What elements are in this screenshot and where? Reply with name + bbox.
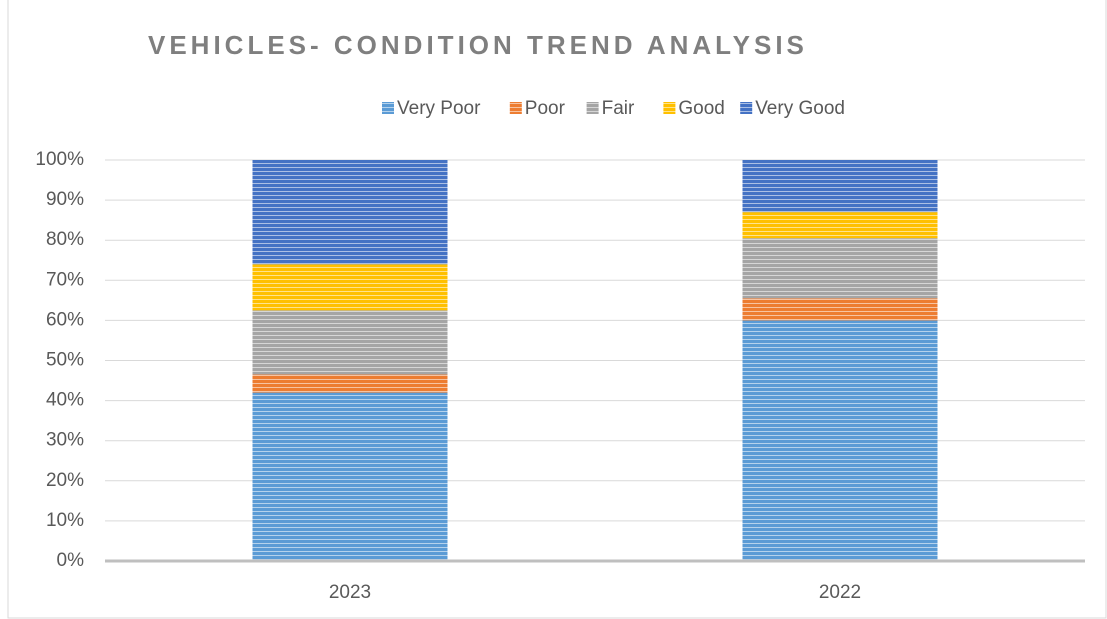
legend-swatch — [382, 102, 394, 114]
bar-segment — [252, 160, 448, 265]
bar-segment — [742, 320, 938, 561]
x-tick-label: 2022 — [819, 582, 861, 603]
y-tick-label: 0% — [57, 550, 85, 571]
legend-swatch — [663, 102, 676, 114]
y-tick-label: 30% — [46, 430, 84, 451]
y-tick-label: 50% — [46, 350, 84, 371]
legend-label: Poor — [525, 98, 566, 119]
bar-segment — [252, 264, 448, 311]
bar-segment — [742, 212, 938, 239]
bar-segment — [252, 374, 448, 393]
legend-label: Fair — [602, 98, 635, 119]
legend-swatch — [740, 102, 753, 114]
y-tick-label: 10% — [46, 510, 84, 531]
bar-segment — [252, 310, 448, 375]
chart-border — [7, 0, 1107, 619]
bar-segment — [742, 298, 938, 321]
y-tick-label: 90% — [46, 189, 84, 210]
x-tick-label: 2023 — [329, 582, 371, 603]
legend-label: Very Poor — [397, 98, 481, 119]
legend-label: Good — [678, 98, 724, 119]
bar-segment — [742, 238, 938, 299]
y-tick-label: 80% — [46, 229, 84, 250]
legend-swatch — [586, 102, 599, 114]
legend-swatch — [509, 102, 522, 114]
y-tick-label: 60% — [46, 309, 84, 330]
y-tick-label: 70% — [46, 269, 84, 290]
y-tick-label: 40% — [46, 390, 84, 411]
legend-label: Very Good — [755, 98, 845, 119]
y-tick-label: 100% — [35, 149, 84, 170]
y-tick-label: 20% — [46, 470, 84, 491]
chart-title: VEHICLES- CONDITION TREND ANALYSIS — [148, 30, 808, 60]
bar-segment — [252, 392, 448, 561]
bar-segment — [742, 160, 938, 213]
